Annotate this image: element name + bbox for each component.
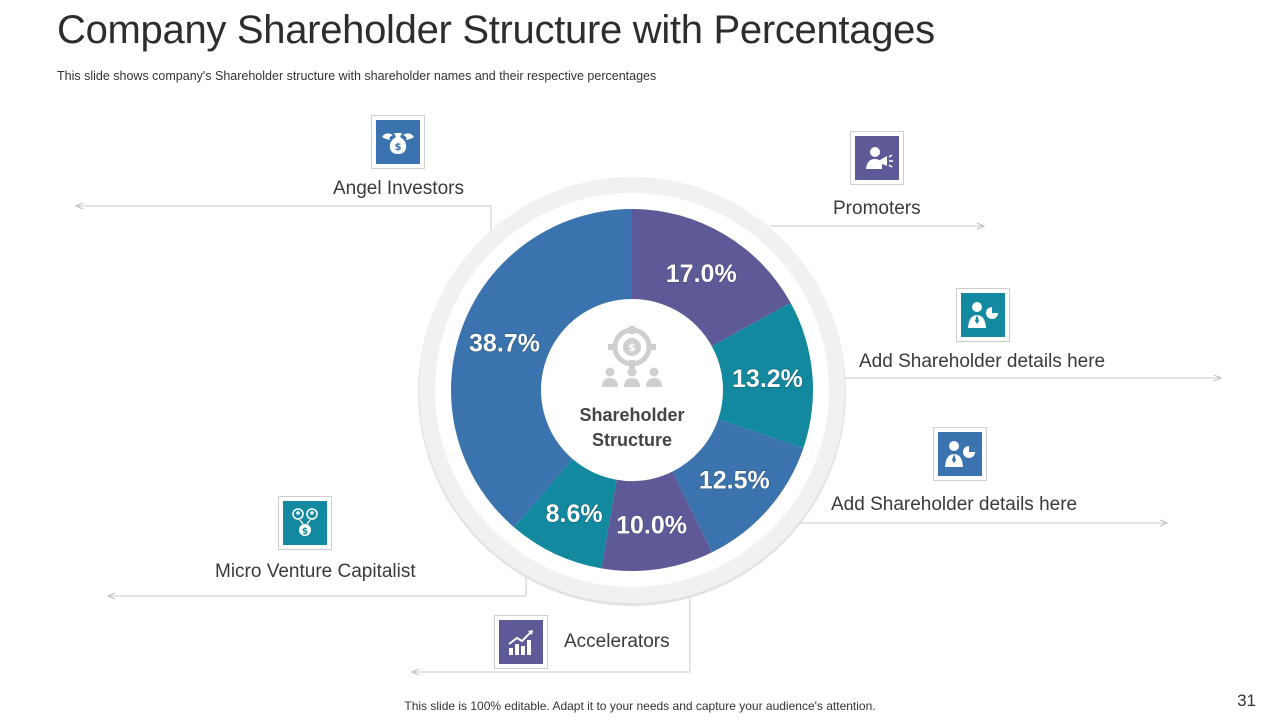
icon-tile-bg <box>938 432 982 476</box>
speaker-megaphone-icon <box>855 136 899 180</box>
shareholder-detail-1-icon-tile <box>961 293 1005 337</box>
icon-tile-bg <box>499 620 543 664</box>
dollar-target-people-icon: $ <box>602 326 662 387</box>
presenter-chart-icon <box>961 293 1005 337</box>
svg-text:$: $ <box>302 527 308 537</box>
svg-text:$: $ <box>395 142 402 153</box>
legend-label-shareholder-detail-1: Add Shareholder details here <box>859 351 1106 372</box>
shareholder-detail-2-icon-tile <box>938 432 982 476</box>
promoters-icon-box <box>850 131 904 185</box>
micro-venture-capitalist-icon-tile: $ <box>283 501 327 545</box>
legend-label-shareholder-detail-2: Add Shareholder details here <box>831 494 1078 515</box>
donut-slice-1 <box>632 209 791 347</box>
people-dollar-icon: $ <box>283 501 327 545</box>
angel-investors-icon-tile: $ <box>376 120 420 164</box>
donut-slice-2 <box>711 302 814 449</box>
connector-angel-investors <box>76 206 492 230</box>
accelerators-icon-box <box>494 615 548 669</box>
icon-tile-bg <box>855 136 899 180</box>
slice-value-label-6: 38.7% <box>469 330 540 358</box>
presenter-chart-icon <box>938 432 982 476</box>
page-number: 31 <box>1237 691 1256 710</box>
donut-slice-6 <box>451 209 632 528</box>
growth-chart-icon <box>499 620 543 664</box>
shareholder-detail-1-icon-box <box>956 288 1010 342</box>
page-title: Company Shareholder Structure with Perce… <box>57 8 935 52</box>
micro-venture-capitalist-icon-box: $ <box>278 496 332 550</box>
slice-value-label-5: 8.6% <box>546 500 603 528</box>
icon-tile-bg <box>961 293 1005 337</box>
svg-text:$: $ <box>628 341 636 354</box>
footer-note: This slide is 100% editable. Adapt it to… <box>404 699 876 713</box>
shareholder-detail-2-icon-box <box>933 427 987 481</box>
legend-label-micro-venture-capitalist: Micro Venture Capitalist <box>215 561 416 582</box>
angel-investors-icon-box: $ <box>371 115 425 169</box>
legend-label-accelerators: Accelerators <box>564 631 670 652</box>
connector-micro-venture-capitalist <box>108 572 527 596</box>
slice-value-label-2: 13.2% <box>732 365 803 393</box>
promoters-icon-tile <box>855 136 899 180</box>
connector-accelerators <box>412 598 691 672</box>
accelerators-icon-tile <box>499 620 543 664</box>
center-label-line-2: Structure <box>592 430 672 450</box>
money-bag-wings-icon: $ <box>376 120 420 164</box>
page-subtitle: This slide shows company's Shareholder s… <box>57 69 657 83</box>
legend-label-promoters: Promoters <box>833 198 921 219</box>
icon-tile-bg <box>283 501 327 545</box>
legend-label-angel-investors: Angel Investors <box>333 178 464 199</box>
donut-slice-5 <box>514 459 617 569</box>
donut-slice-4 <box>601 471 713 571</box>
donut-slice-3 <box>672 419 804 553</box>
slice-value-label-3: 12.5% <box>699 467 770 495</box>
slice-value-label-4: 10.0% <box>616 512 687 540</box>
slice-value-label-1: 17.0% <box>666 260 737 288</box>
center-label-line-1: Shareholder <box>579 405 684 425</box>
